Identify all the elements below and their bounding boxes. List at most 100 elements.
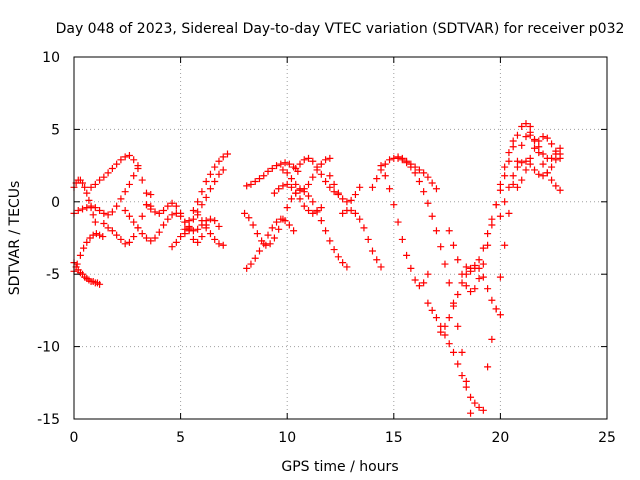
data-point: [268, 224, 276, 232]
data-point: [85, 196, 93, 204]
data-point: [125, 238, 133, 246]
data-point: [305, 180, 313, 188]
data-point: [501, 241, 509, 249]
data-point: [268, 164, 276, 172]
data-point: [100, 209, 108, 217]
data-point: [125, 212, 133, 220]
data-point: [539, 133, 547, 141]
x-axis-label: GPS time / hours: [281, 459, 398, 475]
data-point: [202, 217, 210, 225]
data-point: [185, 224, 193, 232]
data-point: [334, 253, 342, 261]
data-point: [356, 183, 364, 191]
data-point: [411, 276, 419, 284]
data-point: [373, 175, 381, 183]
chart-title: Day 048 of 2023, Sidereal Day-to-day VTE…: [56, 21, 625, 37]
data-point: [130, 172, 138, 180]
data-point: [522, 133, 530, 141]
data-point: [147, 237, 155, 245]
data-point: [496, 212, 504, 220]
data-point: [130, 218, 138, 226]
data-point: [73, 260, 81, 268]
data-point: [488, 296, 496, 304]
series-sat-track-29: [496, 150, 564, 220]
data-point: [100, 173, 108, 181]
data-point: [428, 179, 436, 187]
data-point: [87, 204, 95, 212]
data-point: [471, 264, 479, 272]
data-point: [556, 154, 564, 162]
data-point: [484, 230, 492, 238]
data-point: [147, 191, 155, 199]
data-point: [279, 166, 287, 174]
data-point: [322, 227, 330, 235]
data-point: [548, 154, 556, 162]
data-point: [138, 230, 146, 238]
data-point: [432, 314, 440, 322]
series-sat-track-09: [168, 150, 232, 251]
data-point: [155, 228, 163, 236]
data-point: [160, 206, 168, 214]
data-point: [91, 218, 99, 226]
data-point: [181, 218, 189, 226]
y-tick-label: -10: [37, 340, 60, 356]
data-point: [535, 170, 543, 178]
data-point: [492, 305, 500, 313]
data-point: [121, 153, 129, 161]
data-point: [275, 225, 283, 233]
data-point: [394, 154, 402, 162]
data-point: [424, 270, 432, 278]
data-point: [449, 348, 457, 356]
data-point: [373, 256, 381, 264]
data-point: [211, 163, 219, 171]
data-point: [296, 160, 304, 168]
data-point: [386, 156, 394, 164]
data-point: [518, 141, 526, 149]
data-point: [351, 209, 359, 217]
data-point: [531, 137, 539, 145]
plot-frame: [73, 56, 608, 420]
data-point: [552, 156, 560, 164]
data-point: [339, 209, 347, 217]
data-point: [381, 172, 389, 180]
data-point: [108, 227, 116, 235]
data-point: [467, 288, 475, 296]
data-point: [305, 206, 313, 214]
data-point: [522, 166, 530, 174]
data-point: [475, 403, 483, 411]
data-point: [458, 270, 466, 278]
data-point: [292, 180, 300, 188]
series-sat-track-15: [241, 186, 351, 271]
data-point: [296, 195, 304, 203]
data-point: [539, 172, 547, 180]
data-point: [428, 306, 436, 314]
data-point: [518, 176, 526, 184]
data-point: [164, 215, 172, 223]
data-point: [215, 240, 223, 248]
data-point: [177, 209, 185, 217]
data-point: [138, 212, 146, 220]
data-point: [548, 163, 556, 171]
data-point: [260, 172, 268, 180]
x-tick-label: 5: [176, 430, 185, 446]
data-point: [539, 150, 547, 158]
data-point: [458, 372, 466, 380]
data-point: [113, 231, 121, 239]
data-point: [347, 206, 355, 214]
data-point: [266, 240, 274, 248]
data-point: [343, 263, 351, 271]
data-point: [475, 256, 483, 264]
data-point: [121, 206, 129, 214]
y-tick-label: 10: [42, 50, 60, 66]
data-point: [454, 290, 462, 298]
data-point: [80, 244, 88, 252]
series-sat-track-22: [377, 162, 432, 290]
data-point: [130, 156, 138, 164]
data-point: [309, 209, 317, 217]
data-point: [509, 180, 517, 188]
data-point: [462, 282, 470, 290]
data-point: [484, 363, 492, 371]
data-point: [104, 224, 112, 232]
data-point: [496, 273, 504, 281]
